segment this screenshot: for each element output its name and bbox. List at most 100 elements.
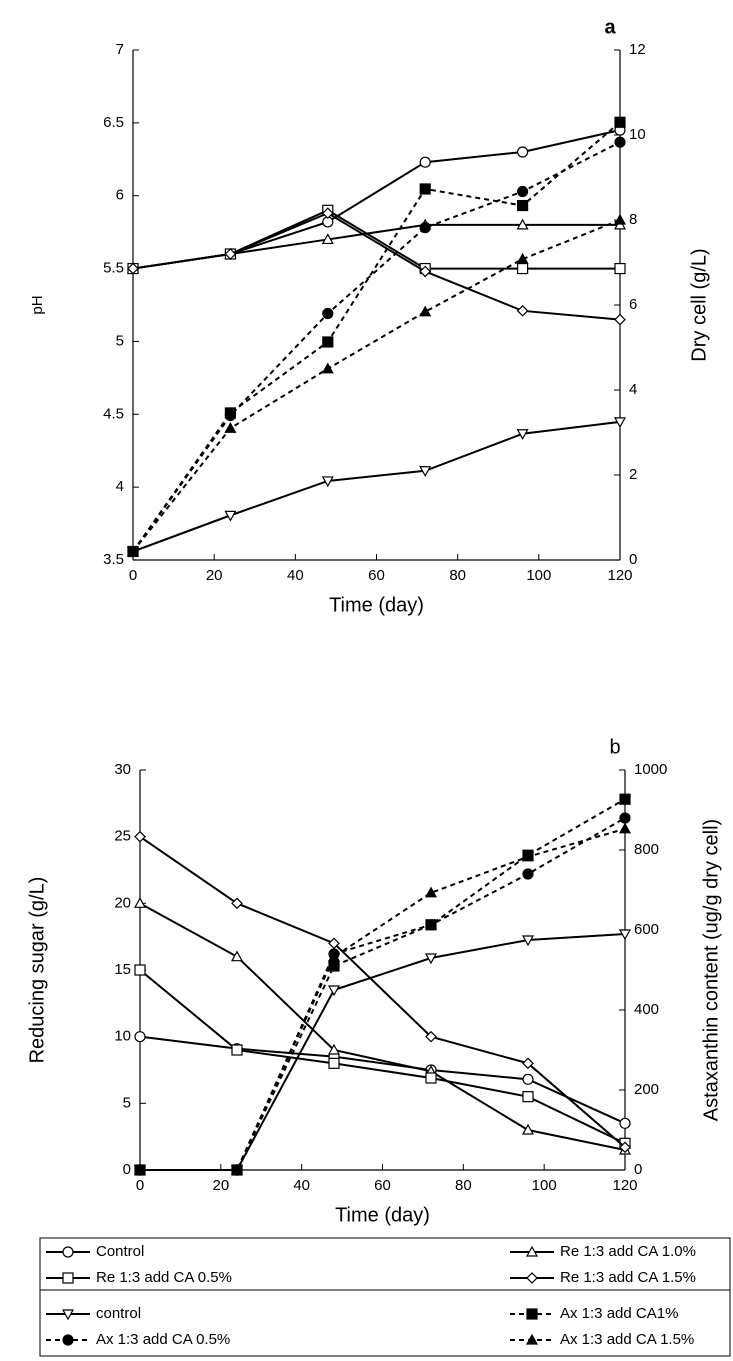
marker — [419, 466, 432, 477]
marker — [521, 1123, 535, 1135]
series-line — [132, 219, 621, 553]
marker — [614, 313, 626, 326]
marker — [516, 262, 529, 275]
y-tick-label: 4.5 — [103, 405, 124, 422]
y2-tick-label: 1000 — [634, 761, 667, 778]
x-tick-label: 20 — [212, 1177, 229, 1194]
series-line — [132, 209, 620, 270]
marker — [522, 868, 534, 880]
marker — [230, 1163, 244, 1175]
x-axis-title: Time (day) — [335, 1204, 430, 1226]
marker — [619, 1117, 631, 1129]
y2-axis-title: Astaxanthin content (ug/g dry cell) — [700, 819, 722, 1121]
y-tick-label: 25 — [114, 828, 131, 845]
y2-tick-label: 600 — [634, 921, 659, 938]
legend-label: Ax 1:3 add CA1% — [560, 1305, 678, 1322]
marker — [516, 199, 529, 212]
series-line — [132, 141, 621, 553]
series-line — [140, 798, 626, 1171]
marker — [322, 307, 334, 320]
y-tick-label: 5 — [123, 1094, 131, 1111]
panel-label: a — [604, 16, 616, 38]
marker — [419, 222, 431, 234]
y2-tick-label: 4 — [629, 381, 637, 398]
marker — [419, 265, 432, 278]
marker — [321, 207, 334, 220]
y-tick-label: 4 — [116, 478, 124, 495]
marker — [327, 950, 341, 962]
marker — [134, 830, 146, 843]
x-tick-label: 100 — [532, 1177, 557, 1194]
x-tick-label: 120 — [607, 567, 632, 584]
marker — [224, 409, 236, 422]
y-tick-label: 6 — [116, 187, 124, 204]
legend-label: Re 1:3 add CA 1.5% — [560, 1269, 696, 1286]
legend-marker — [526, 1308, 538, 1320]
marker — [613, 417, 627, 429]
marker — [614, 136, 626, 148]
marker — [516, 218, 529, 230]
marker — [134, 964, 146, 976]
marker — [224, 422, 237, 433]
legend-marker — [62, 1272, 74, 1284]
marker — [516, 429, 529, 441]
series-line — [132, 121, 621, 553]
y2-tick-label: 8 — [629, 211, 637, 228]
legend-label: Re 1:3 add CA 0.5% — [96, 1269, 232, 1286]
y2-tick-label: 800 — [634, 841, 659, 858]
x-tick-label: 0 — [129, 567, 137, 584]
series-line — [132, 223, 620, 270]
legend-label: Ax 1:3 add CA 0.5% — [96, 1331, 230, 1348]
x-tick-label: 40 — [293, 1177, 310, 1194]
y-tick-label: 7 — [116, 41, 124, 58]
x-tick-label: 60 — [368, 567, 385, 584]
x-tick-label: 40 — [287, 567, 304, 584]
marker — [618, 822, 632, 834]
y2-tick-label: 0 — [629, 551, 637, 568]
legend-marker — [62, 1246, 74, 1258]
marker — [126, 545, 140, 557]
panel-label: b — [609, 736, 620, 758]
marker — [516, 185, 529, 198]
y-tick-label: 15 — [114, 961, 131, 978]
y-tick-label: 3.5 — [103, 551, 124, 568]
marker — [133, 897, 147, 908]
y-tick-label: 5.5 — [103, 260, 124, 277]
marker — [619, 1141, 631, 1154]
y2-tick-label: 400 — [634, 1001, 659, 1018]
legend-label: Re 1:3 add CA 1.0% — [560, 1243, 696, 1260]
marker — [614, 262, 626, 275]
legend-marker — [526, 1272, 538, 1284]
marker — [613, 213, 627, 225]
marker — [224, 510, 237, 522]
marker — [327, 985, 341, 997]
legend-marker — [62, 1334, 74, 1346]
marker — [224, 248, 237, 260]
x-tick-label: 120 — [612, 1177, 637, 1194]
series-line — [139, 835, 626, 1149]
x-tick-label: 20 — [206, 567, 223, 584]
marker — [516, 146, 529, 158]
y-axis-title: pH — [29, 295, 46, 314]
marker — [425, 1030, 437, 1043]
marker — [327, 1043, 341, 1055]
marker — [127, 262, 139, 275]
y2-tick-label: 200 — [634, 1081, 659, 1098]
y-tick-label: 0 — [123, 1161, 131, 1178]
marker — [321, 476, 334, 488]
series-line — [139, 902, 626, 1151]
marker — [328, 1057, 340, 1069]
legend-box — [39, 1289, 731, 1357]
y-tick-label: 6.5 — [103, 114, 124, 131]
legend-label: control — [96, 1305, 141, 1322]
y2-tick-label: 0 — [634, 1161, 642, 1178]
y-tick-label: 5 — [116, 332, 124, 349]
legend-marker — [525, 1333, 539, 1345]
marker — [231, 1044, 243, 1056]
series-line — [132, 420, 621, 553]
legend-label: Control — [96, 1243, 144, 1260]
y-tick-label: 20 — [114, 894, 131, 911]
y-tick-label: 10 — [114, 1028, 131, 1045]
x-tick-label: 80 — [449, 567, 466, 584]
